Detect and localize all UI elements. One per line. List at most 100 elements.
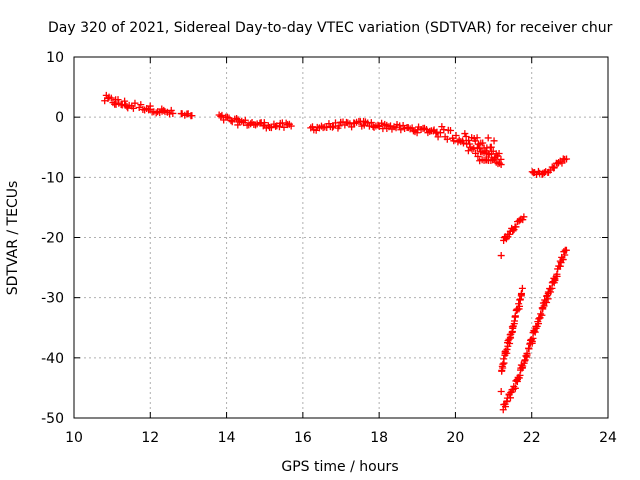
data-point [543, 299, 551, 307]
x-tick-label: 12 [141, 430, 159, 446]
x-tick-label: 18 [370, 430, 388, 446]
data-point [496, 159, 504, 167]
data-point [169, 109, 177, 117]
data-point [562, 246, 570, 254]
data-point [282, 119, 290, 127]
data-point [280, 123, 288, 131]
data-point [452, 131, 460, 139]
chart-title: Day 320 of 2021, Sidereal Day-to-day VTE… [48, 20, 613, 36]
data-point [434, 133, 442, 141]
data-point [223, 113, 231, 121]
data-point [137, 101, 145, 109]
data-point [510, 320, 518, 328]
data-point [550, 164, 558, 172]
x-axis-label: GPS time / hours [281, 459, 398, 475]
data-point [497, 161, 505, 169]
data-point [436, 129, 444, 137]
data-point [487, 143, 495, 151]
data-point [535, 315, 543, 323]
data-point [167, 106, 175, 114]
data-point [131, 99, 139, 107]
data-point [559, 256, 567, 264]
x-tick-label: 20 [447, 430, 465, 446]
data-point [287, 122, 295, 130]
data-point [501, 403, 509, 411]
y-tick-label: -20 [41, 231, 64, 247]
y-tick-label: -30 [41, 291, 64, 307]
data-point [121, 97, 129, 105]
data-point [497, 252, 505, 260]
data-point [146, 102, 154, 110]
data-point [462, 132, 470, 140]
data-point [516, 296, 524, 304]
data-point [497, 388, 505, 396]
data-point [160, 106, 168, 114]
data-point [443, 135, 451, 143]
x-axis-ticks: 10 12 14 16 18 20 22 24 [65, 57, 617, 446]
data-point [218, 111, 226, 119]
data-point [409, 127, 417, 135]
y-tick-label: 10 [46, 50, 64, 66]
data-points [101, 91, 571, 414]
data-point [563, 155, 571, 163]
data-point [459, 139, 467, 147]
data-point [479, 139, 487, 147]
data-point [505, 230, 513, 238]
x-tick-label: 14 [218, 430, 236, 446]
data-point [499, 360, 507, 368]
x-tick-label: 24 [599, 430, 617, 446]
data-point [241, 116, 249, 124]
data-point [512, 223, 520, 231]
data-point [506, 339, 514, 347]
data-point [450, 137, 458, 145]
data-point [378, 119, 386, 127]
y-tick-label: -10 [41, 170, 64, 186]
data-point [538, 311, 546, 319]
y-axis-label: SDTVAR / TECUs [5, 181, 21, 296]
data-point [537, 310, 545, 318]
data-point [397, 126, 405, 134]
x-tick-label: 10 [65, 430, 83, 446]
x-tick-label: 16 [294, 430, 312, 446]
y-axis-ticks: 10 0 -10 -20 -30 -40 -50 [41, 50, 608, 427]
data-point [413, 129, 421, 137]
x-tick-label: 22 [523, 430, 541, 446]
data-point [252, 121, 260, 129]
data-point [446, 127, 454, 135]
y-tick-label: 0 [55, 110, 64, 126]
data-point [114, 96, 122, 104]
data-point [520, 213, 528, 221]
data-point [455, 136, 463, 144]
data-point [500, 355, 508, 363]
data-point [509, 227, 517, 235]
data-point [528, 337, 536, 345]
y-tick-label: -50 [41, 411, 64, 427]
data-point [553, 270, 561, 278]
data-point [260, 119, 268, 127]
data-point [335, 122, 343, 130]
data-point [374, 121, 382, 129]
data-point [328, 123, 336, 131]
data-point [387, 122, 395, 130]
data-point [392, 124, 400, 132]
data-point [484, 134, 492, 142]
data-point [523, 351, 531, 359]
data-point [518, 284, 526, 292]
data-point [516, 302, 524, 310]
data-point [558, 159, 566, 167]
data-point [517, 290, 525, 298]
data-point [129, 104, 137, 112]
data-point [107, 94, 115, 102]
data-point [525, 345, 533, 353]
data-point [348, 123, 356, 131]
data-point [473, 134, 481, 142]
data-point [490, 137, 498, 145]
data-point [474, 152, 482, 160]
data-point [247, 120, 255, 128]
data-point [317, 122, 325, 130]
data-point [188, 112, 196, 120]
data-point [227, 117, 235, 125]
data-point [511, 313, 519, 321]
data-point [495, 149, 503, 157]
